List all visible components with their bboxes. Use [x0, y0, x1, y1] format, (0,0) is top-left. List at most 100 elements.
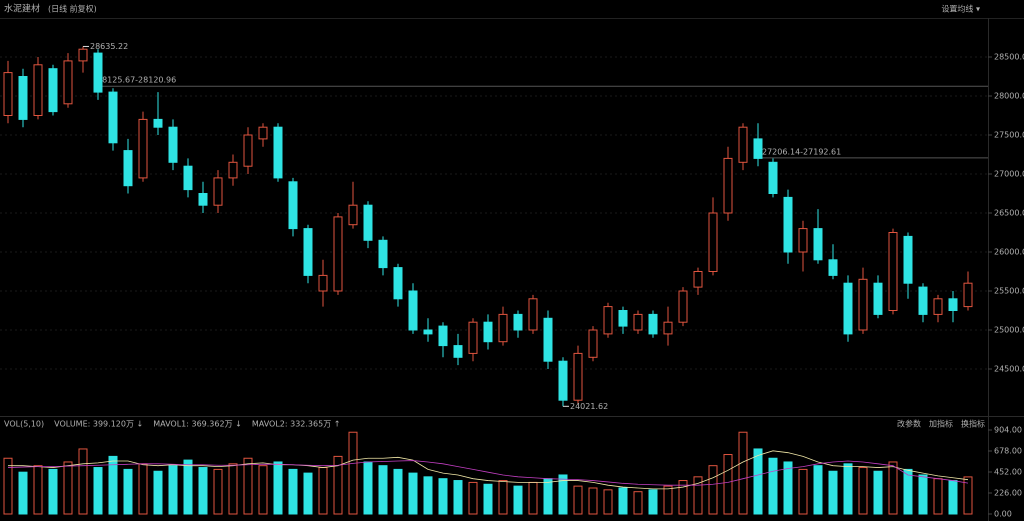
volume-bar: [633, 491, 643, 515]
y-tick-label: 25500.00: [994, 287, 1024, 296]
candle-body: [393, 267, 403, 300]
volume-bar: [33, 465, 43, 515]
volume-bar: [108, 455, 118, 515]
volume-bar: [708, 465, 718, 515]
volume-bar: [558, 474, 568, 515]
volume-bar: [213, 468, 223, 515]
volume-bar: [3, 457, 13, 515]
candle-body: [573, 352, 583, 401]
panel-button[interactable]: 改参数: [897, 419, 921, 429]
volume-bar: [903, 468, 913, 515]
volume-bar: [678, 480, 688, 515]
candle-body: [858, 278, 868, 331]
volume-bar: [168, 465, 178, 515]
candle-body: [228, 161, 238, 179]
candle-body: [258, 126, 268, 140]
volume-bar: [378, 465, 388, 515]
ma-menu[interactable]: 设置均线 ▾: [941, 4, 980, 14]
y-tick-label: 28000.00: [994, 92, 1024, 101]
candle-body: [873, 282, 883, 315]
y-tick-label: 678.00: [994, 447, 1022, 456]
y-tick-label: 0.00: [994, 510, 1012, 519]
candle-body: [408, 290, 418, 331]
candle-body: [813, 228, 823, 261]
candle-body: [828, 259, 838, 276]
volume-bar: [318, 467, 328, 515]
candle-body: [93, 52, 103, 93]
volume-bar: [753, 448, 763, 515]
candle-body: [108, 91, 118, 144]
panel-button[interactable]: 加指标: [929, 419, 953, 429]
candle-body: [603, 306, 613, 335]
chart-subtitle: (日线 前复权): [48, 4, 97, 14]
candle-body: [123, 150, 133, 187]
volume-bar: [453, 480, 463, 515]
candle-body: [78, 48, 88, 62]
indicator-name: VOL(5,10): [4, 420, 44, 429]
candle-body: [723, 157, 733, 214]
candle-body: [168, 126, 178, 163]
candle-body: [738, 126, 748, 163]
volume-bar: [828, 470, 838, 515]
candle-body: [153, 118, 163, 128]
candle-body: [243, 134, 253, 167]
max-label: 28635.22: [90, 42, 128, 51]
panel-button[interactable]: 换指标: [961, 419, 985, 429]
candle-body: [528, 298, 538, 331]
volume-bar: [393, 468, 403, 515]
volume-bar: [933, 478, 943, 515]
candle-body: [888, 232, 898, 311]
candle-body: [183, 165, 193, 191]
y-tick-label: 26000.00: [994, 248, 1024, 257]
volume-bar: [258, 465, 268, 515]
candle-body: [318, 274, 328, 292]
volume-bar: [603, 489, 613, 515]
volume-bar: [843, 463, 853, 515]
y-tick-label: 27500.00: [994, 131, 1024, 140]
volume-bar: [723, 454, 733, 515]
volume-bar: [363, 461, 373, 515]
candle-body: [3, 72, 13, 116]
candle-body: [198, 193, 208, 206]
candle-body: [918, 286, 928, 315]
candle-body: [663, 321, 673, 335]
candle-body: [18, 76, 28, 120]
candle-body: [693, 271, 703, 288]
candle-body: [798, 228, 808, 253]
volume-label: VOLUME: 399.120万 ↓: [54, 420, 143, 429]
volume-bar: [348, 431, 358, 515]
candle-body: [933, 298, 943, 315]
candle-body: [483, 321, 493, 343]
volume-bar: [768, 457, 778, 515]
candle-body: [378, 239, 388, 269]
volume-bar: [423, 476, 433, 515]
candle-body: [303, 228, 313, 276]
y-tick-label: 27000.00: [994, 170, 1024, 179]
candle-body: [498, 313, 508, 343]
candle-body: [423, 329, 433, 335]
volume-bar: [888, 461, 898, 515]
volume-bar: [78, 448, 88, 515]
candle-body: [708, 212, 718, 272]
candle-body: [453, 345, 463, 358]
ma-line: [8, 450, 969, 490]
volume-bar: [468, 481, 478, 515]
y-tick-label: 28500.00: [994, 53, 1024, 62]
volume-bar: [783, 461, 793, 515]
volume-bar: [948, 480, 958, 515]
candle-body: [363, 204, 373, 241]
volume-bar: [303, 472, 313, 515]
volume-bar: [573, 485, 583, 515]
volume-bar: [153, 470, 163, 515]
candle-body: [48, 68, 58, 113]
ma-line: [7, 460, 969, 486]
volume-bar: [408, 472, 418, 515]
volume-bar: [588, 487, 598, 515]
volume-bar: [963, 476, 973, 515]
legend-entry: MAVOL2: 332.365万 ↑: [252, 420, 341, 429]
candle-body: [273, 126, 283, 179]
candle-body: [213, 177, 223, 206]
volume-bar: [543, 478, 553, 515]
